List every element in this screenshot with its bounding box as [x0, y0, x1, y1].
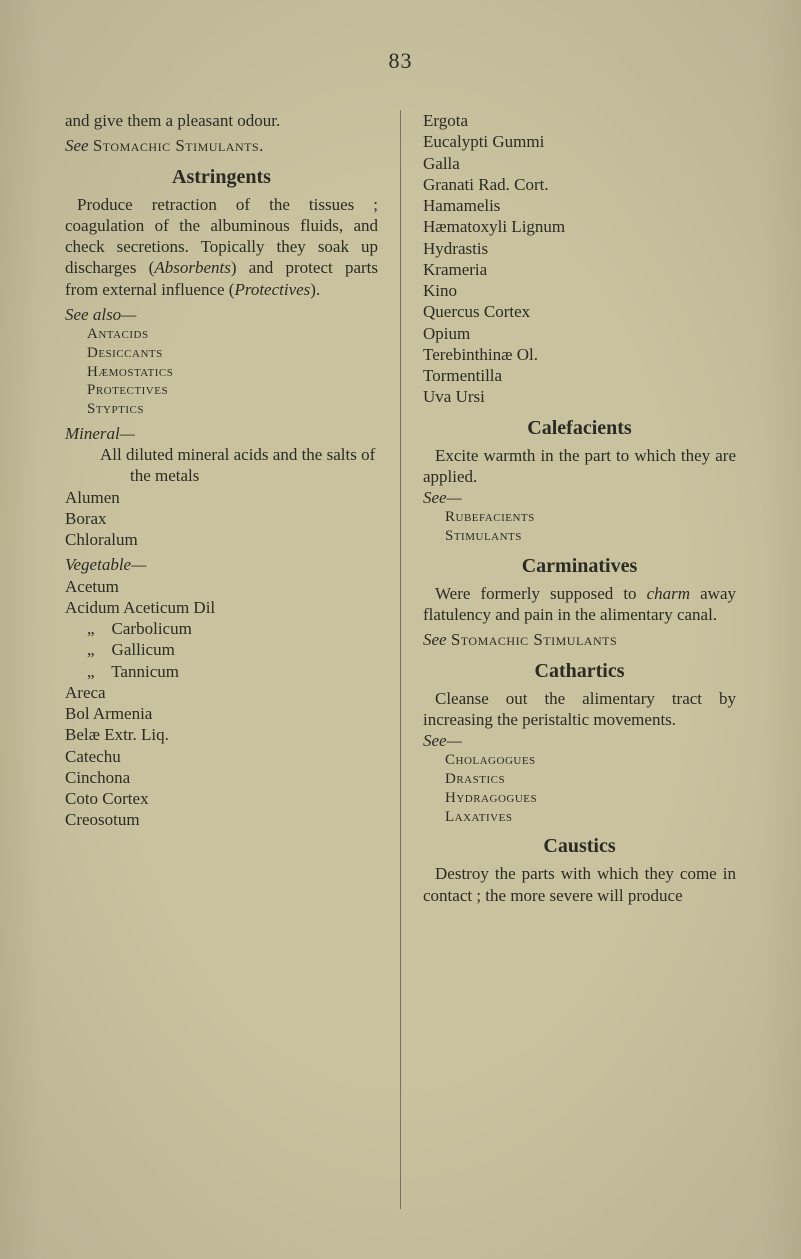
item-quercus: Quercus Cortex [423, 301, 736, 322]
heading-astringents: Astringents [65, 165, 378, 190]
text-columns: and give them a pleasant odour. See Stom… [55, 110, 746, 1209]
item-kino: Kino [423, 280, 736, 301]
carminatives-body: Were formerly supposed to charm away fla… [423, 583, 736, 626]
calefacients-body: Excite warmth in the part to which they … [423, 445, 736, 488]
item-haemostatics: Hæmostatics [65, 363, 378, 382]
caustics-body: Destroy the parts with which they come i… [423, 863, 736, 906]
intro-text: and give them a pleasant odour. [65, 110, 378, 131]
mineral-heading: Mineral— [65, 423, 378, 444]
see-2: See— [423, 730, 736, 751]
heading-caustics: Caustics [423, 834, 736, 859]
item-uva: Uva Ursi [423, 386, 736, 407]
heading-cathartics: Cathartics [423, 659, 736, 684]
item-hydrastis: Hydrastis [423, 238, 736, 259]
item-cinchona: Cinchona [65, 767, 378, 788]
vegetable-heading: Vegetable— [65, 554, 378, 575]
item-borax: Borax [65, 508, 378, 529]
item-catechu: Catechu [65, 746, 378, 767]
item-hydragogues: Hydragogues [423, 789, 736, 808]
see-stomachic-text: See Stomachic Stimulants. [65, 136, 264, 155]
item-bol: Bol Armenia [65, 703, 378, 724]
heading-carminatives: Carminatives [423, 554, 736, 579]
item-areca: Areca [65, 682, 378, 703]
item-galla: Galla [423, 153, 736, 174]
item-haematoxyli: Hæmatoxyli Lignum [423, 216, 736, 237]
item-carbolicum: „ Carbolicum [65, 618, 378, 639]
item-ergota: Ergota [423, 110, 736, 131]
heading-calefacients: Calefacients [423, 416, 736, 441]
left-column: and give them a pleasant odour. See Stom… [55, 110, 401, 1209]
see-1: See— [423, 487, 736, 508]
cathartics-body: Cleanse out the alimentary tract by incr… [423, 688, 736, 731]
item-hamamelis: Hamamelis [423, 195, 736, 216]
item-coto: Coto Cortex [65, 788, 378, 809]
item-stimulants-1: Stimulants [423, 527, 736, 546]
item-eucalypti: Eucalypti Gummi [423, 131, 736, 152]
see-stomachic-2-text: See Stomachic Stimulants [423, 630, 617, 649]
see-also: See also— [65, 304, 378, 325]
item-cholagogues: Cholagogues [423, 751, 736, 770]
mineral-line: All diluted mineral acids and the salts … [65, 444, 378, 487]
item-belae: Belæ Extr. Liq. [65, 724, 378, 745]
item-acidum: Acidum Aceticum Dil [65, 597, 378, 618]
item-styptics: Styptics [65, 400, 378, 419]
right-column: Ergota Eucalypti Gummi Galla Granati Rad… [401, 110, 746, 1209]
page-number: 83 [0, 48, 801, 74]
item-acetum: Acetum [65, 576, 378, 597]
item-gallicum: „ Gallicum [65, 639, 378, 660]
item-protectives: Protectives [65, 381, 378, 400]
item-rubefacients: Rubefacients [423, 508, 736, 527]
see-stomachic: See Stomachic Stimulants. [65, 135, 378, 156]
item-creosotum: Creosotum [65, 809, 378, 830]
item-laxatives: Laxatives [423, 808, 736, 827]
item-tannicum: „ Tannicum [65, 661, 378, 682]
item-opium: Opium [423, 323, 736, 344]
item-chloralum: Chloralum [65, 529, 378, 550]
item-terebinthinae: Terebinthinæ Ol. [423, 344, 736, 365]
item-tormentilla: Tormentilla [423, 365, 736, 386]
item-krameria: Krameria [423, 259, 736, 280]
see-stomachic-2: See Stomachic Stimulants [423, 629, 736, 650]
item-granati: Granati Rad. Cort. [423, 174, 736, 195]
item-desiccants: Desiccants [65, 344, 378, 363]
item-alumen: Alumen [65, 487, 378, 508]
item-drastics: Drastics [423, 770, 736, 789]
item-antacids: Antacids [65, 325, 378, 344]
astringents-body: Produce retraction of the tissues ; coag… [65, 194, 378, 300]
